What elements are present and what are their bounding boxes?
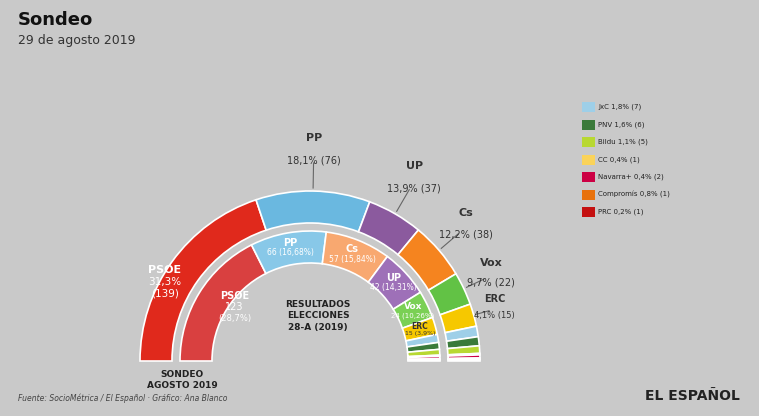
Bar <box>582 102 595 112</box>
Text: 12,2% (38): 12,2% (38) <box>439 230 493 240</box>
Wedge shape <box>445 326 478 341</box>
Text: RESULTADOS
ELECCIONES
28-A (2019): RESULTADOS ELECCIONES 28-A (2019) <box>285 300 351 332</box>
Wedge shape <box>140 200 266 361</box>
Wedge shape <box>408 357 440 359</box>
Wedge shape <box>393 292 433 328</box>
Text: PP: PP <box>306 133 322 143</box>
Wedge shape <box>408 359 440 360</box>
Wedge shape <box>358 202 418 255</box>
Wedge shape <box>446 337 480 349</box>
Text: PSOE: PSOE <box>149 265 181 275</box>
Text: Vox: Vox <box>480 258 502 268</box>
Wedge shape <box>407 342 439 352</box>
Text: Navarra+ 0,4% (2): Navarra+ 0,4% (2) <box>598 174 664 180</box>
Text: PNV 1,6% (6): PNV 1,6% (6) <box>598 121 644 128</box>
Text: 4,1% (15): 4,1% (15) <box>474 311 515 320</box>
Text: 57 (15,84%): 57 (15,84%) <box>329 255 376 264</box>
Bar <box>582 172 595 182</box>
Text: Fuente: SocioMétrica / El Español · Gráfico: Ana Blanco: Fuente: SocioMétrica / El Español · Gráf… <box>18 394 228 403</box>
Text: EL ESPAÑOL: EL ESPAÑOL <box>645 389 740 403</box>
Text: PRC 0,2% (1): PRC 0,2% (1) <box>598 209 644 215</box>
Bar <box>582 137 595 147</box>
Wedge shape <box>408 349 440 357</box>
Wedge shape <box>256 191 370 232</box>
Text: JxC 1,8% (7): JxC 1,8% (7) <box>598 104 641 110</box>
Wedge shape <box>429 274 471 315</box>
Text: Sondeo: Sondeo <box>18 11 93 29</box>
Text: Vox: Vox <box>404 302 422 311</box>
Wedge shape <box>398 230 456 290</box>
Text: 9,7% (22): 9,7% (22) <box>467 278 515 288</box>
Wedge shape <box>408 360 440 361</box>
Text: 13,9% (37): 13,9% (37) <box>387 183 441 193</box>
Text: Cs: Cs <box>458 208 473 218</box>
Wedge shape <box>402 317 437 341</box>
Text: UP: UP <box>386 273 402 283</box>
Text: 29 de agosto 2019: 29 de agosto 2019 <box>18 34 136 47</box>
Wedge shape <box>448 353 480 356</box>
Text: SONDEO
AGOSTO 2019: SONDEO AGOSTO 2019 <box>146 370 217 390</box>
Text: 42 (14,31%): 42 (14,31%) <box>370 283 417 292</box>
Text: PP: PP <box>284 238 298 248</box>
Text: ERC: ERC <box>411 322 428 331</box>
Text: PSOE: PSOE <box>220 291 249 301</box>
Wedge shape <box>440 304 477 333</box>
Wedge shape <box>323 232 387 282</box>
Wedge shape <box>408 355 440 357</box>
Wedge shape <box>251 231 326 273</box>
Text: UP: UP <box>406 161 423 171</box>
Wedge shape <box>448 346 480 355</box>
Text: CC 0,4% (1): CC 0,4% (1) <box>598 156 640 163</box>
Wedge shape <box>448 359 480 361</box>
Bar <box>582 207 595 217</box>
Text: Compromís 0,8% (1): Compromís 0,8% (1) <box>598 191 670 198</box>
Text: ERC: ERC <box>484 294 505 304</box>
Bar <box>582 154 595 164</box>
Wedge shape <box>368 257 420 309</box>
Bar <box>582 190 595 200</box>
Text: 66 (16,68%): 66 (16,68%) <box>267 248 314 257</box>
Text: (139): (139) <box>151 289 179 299</box>
Text: Cs: Cs <box>346 244 359 254</box>
Text: (28,7%): (28,7%) <box>218 314 251 323</box>
Text: 24 (10,26%): 24 (10,26%) <box>391 312 434 319</box>
Wedge shape <box>180 245 266 361</box>
Text: 123: 123 <box>225 302 244 312</box>
Text: 18,1% (76): 18,1% (76) <box>287 155 341 165</box>
Wedge shape <box>448 358 480 360</box>
Bar <box>582 119 595 129</box>
Text: 31,3%: 31,3% <box>149 277 181 287</box>
Text: Bildu 1,1% (5): Bildu 1,1% (5) <box>598 139 648 145</box>
Text: 15 (3,9%): 15 (3,9%) <box>405 331 435 336</box>
Wedge shape <box>448 355 480 359</box>
Wedge shape <box>406 334 439 347</box>
